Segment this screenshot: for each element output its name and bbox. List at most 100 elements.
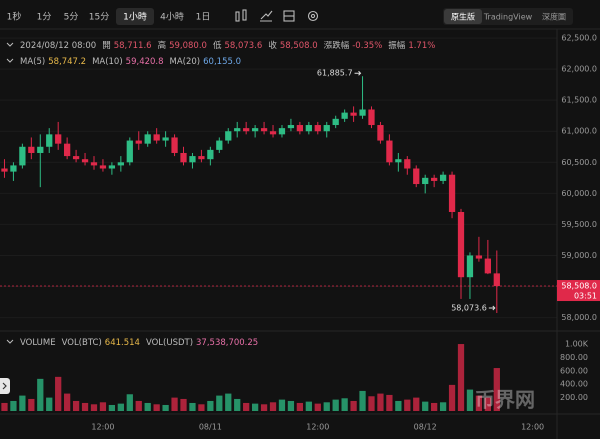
candle-body (180, 152, 187, 163)
interval-button[interactable]: 1小時 (123, 12, 147, 23)
interval-button[interactable]: 15分 (89, 12, 109, 23)
view-button[interactable]: TradingView (483, 13, 533, 22)
side-toggle-arrow (2, 382, 7, 390)
candle-body (278, 128, 286, 135)
y-tick-label: 60,000.0 (561, 189, 597, 198)
candle-body (99, 165, 107, 169)
x-tick-label: 08/12 (414, 423, 437, 432)
low-annotation: 58,073.6 (451, 304, 487, 313)
candle-body (234, 128, 241, 132)
candle-body (81, 159, 89, 163)
candle-body (323, 125, 330, 132)
volume-bar (243, 402, 250, 411)
candle-body (72, 156, 80, 160)
candle-body (422, 177, 429, 185)
volume-bar (19, 395, 26, 411)
view-button[interactable]: 深度圖 (542, 12, 566, 22)
ma-label: MA(20) (170, 57, 201, 67)
candle-body (386, 140, 393, 163)
y-tick-label: 59,500.0 (561, 220, 597, 229)
volume-tick-label: 800.00 (560, 353, 588, 362)
layout-icon[interactable] (283, 10, 295, 22)
volume-label: VOL(USDT) (146, 338, 193, 348)
interval-button[interactable]: 1分 (37, 12, 52, 23)
volume-bar (350, 400, 357, 411)
volume-bar (413, 397, 420, 411)
volume-bar (466, 389, 474, 411)
candle-body (332, 118, 339, 126)
interval-button[interactable]: 5分 (64, 12, 79, 23)
interval-button[interactable]: 1日 (196, 12, 211, 23)
volume-bar (234, 398, 241, 411)
candle-body (162, 137, 169, 141)
volume-value: 641.514 (105, 338, 140, 348)
volume-title: VOLUME (20, 338, 56, 348)
indicator-icon[interactable] (235, 9, 247, 22)
candle-body (243, 128, 250, 132)
info-value: 1.71% (408, 41, 435, 51)
volume-bar (305, 401, 312, 411)
candle-body (260, 128, 268, 132)
info-label: 高 (158, 40, 167, 51)
interval-button[interactable]: 4小時 (160, 12, 184, 23)
y-tick-label: 62,500.0 (561, 34, 597, 43)
volume-bar (153, 404, 160, 411)
volume-bar (404, 399, 411, 411)
settings-icon[interactable] (307, 10, 319, 22)
volume-bar (99, 402, 107, 411)
volume-bar (162, 404, 169, 411)
candle-body (55, 134, 62, 144)
candle-body (377, 125, 384, 141)
volume-bar (287, 400, 295, 411)
candle-body (207, 149, 214, 160)
candle-body (359, 109, 366, 116)
x-tick-label: 08/11 (199, 423, 222, 432)
volume-bar (198, 404, 205, 411)
candle-body (439, 174, 447, 181)
volume-bar (332, 399, 339, 411)
candle-body (251, 128, 259, 132)
candle-body (457, 211, 465, 278)
volume-bar (314, 403, 321, 411)
candle-body (126, 140, 133, 163)
volume-tick-label: 600.00 (560, 366, 588, 375)
volume-bar (117, 403, 124, 411)
candle-body (216, 140, 223, 150)
volume-bar (135, 400, 142, 411)
info-time: 2024/08/12 08:00 (20, 41, 96, 51)
volume-bar (368, 396, 375, 411)
toolbar-icons[interactable] (235, 9, 319, 22)
candle-body (144, 134, 151, 144)
candle-body (90, 162, 98, 166)
candle-body (189, 156, 196, 163)
side-toggle[interactable] (0, 378, 10, 394)
candle-body (296, 125, 304, 132)
ma-info: MA(5) 58,747.2 MA(10) 59,420.8 MA(20) 60,155.… (20, 57, 241, 67)
info-label: 開 (102, 41, 111, 51)
x-tick-label: 12:00 (91, 423, 114, 432)
volume-bar (108, 404, 116, 411)
volume-bar (475, 395, 483, 411)
volume-bar (359, 390, 366, 411)
volume-bar (395, 400, 402, 411)
candle-body (28, 146, 35, 153)
volume-bar (37, 378, 44, 411)
info-value: -0.35% (352, 41, 382, 51)
x-tick-label: 12:00 (306, 423, 329, 432)
volume-bar (180, 398, 187, 411)
volume-tick-label: 1.00K (565, 340, 589, 349)
volume-bar (431, 402, 438, 411)
candle-body (10, 165, 17, 172)
candle-body (475, 255, 483, 259)
draw-icon[interactable] (260, 10, 273, 22)
interval-button[interactable]: 1秒 (7, 11, 22, 23)
y-tick-label: 61,500.0 (561, 96, 597, 105)
candle-body (46, 134, 53, 147)
view-button[interactable]: 原生版 (451, 12, 475, 22)
candle-body (225, 131, 232, 141)
volume-bar (1, 402, 8, 411)
volume-bar (278, 399, 286, 411)
volume-bar (296, 402, 304, 411)
volume-tick-label: 200.00 (560, 393, 588, 402)
